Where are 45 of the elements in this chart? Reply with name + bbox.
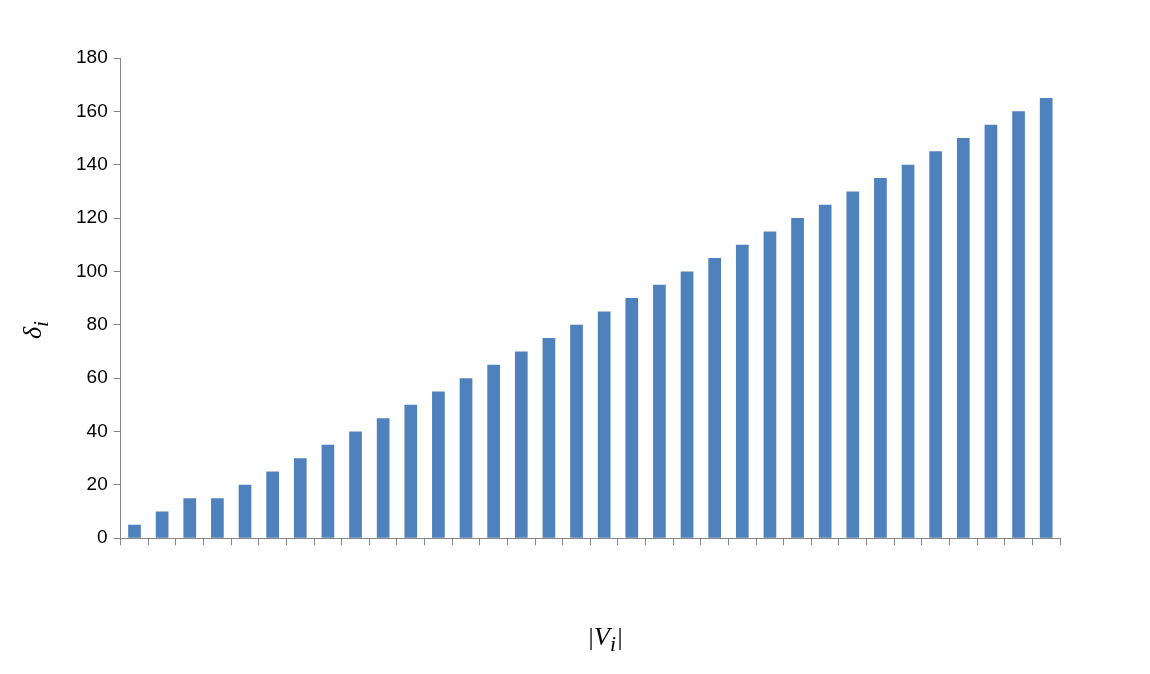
bar (846, 191, 860, 538)
y-tick-label: 100 (76, 259, 108, 281)
bar (459, 378, 473, 538)
bar (956, 138, 970, 538)
bar (735, 244, 749, 538)
bar (293, 458, 307, 538)
bar (1039, 98, 1053, 538)
bar (376, 418, 390, 538)
bar (901, 164, 915, 538)
bar (818, 204, 832, 538)
bar (404, 404, 418, 538)
bar (570, 324, 583, 538)
bar (1012, 111, 1025, 538)
bar (680, 271, 694, 538)
x-axis-title: |V$_{i}$| (585, 622, 625, 658)
bar (625, 298, 639, 538)
bar (597, 311, 611, 538)
bar (155, 511, 169, 538)
bar (211, 498, 224, 538)
bar (791, 218, 804, 538)
bar (487, 364, 501, 538)
bar (708, 258, 722, 538)
bar (514, 351, 528, 538)
y-tick-label: 0 (97, 526, 108, 548)
y-tick-label: 180 (76, 46, 108, 68)
bar (266, 471, 279, 538)
y-tick-label: 40 (86, 419, 108, 441)
y-tick-label: 120 (76, 206, 108, 228)
y-tick-label: 20 (86, 473, 108, 495)
bar (128, 524, 141, 538)
bar (321, 444, 335, 538)
bar (874, 178, 887, 538)
bar (763, 231, 777, 538)
bar (984, 124, 998, 538)
bar (349, 431, 362, 538)
bar (183, 498, 197, 538)
bar (653, 284, 666, 538)
bar (238, 484, 252, 538)
y-tick-label: 160 (76, 99, 108, 121)
bar (432, 391, 445, 538)
bar (929, 151, 943, 538)
bar (542, 338, 556, 538)
y-tick-label: 80 (86, 313, 108, 335)
y-tick-label: 60 (86, 366, 108, 388)
y-tick-label: 140 (76, 152, 108, 174)
